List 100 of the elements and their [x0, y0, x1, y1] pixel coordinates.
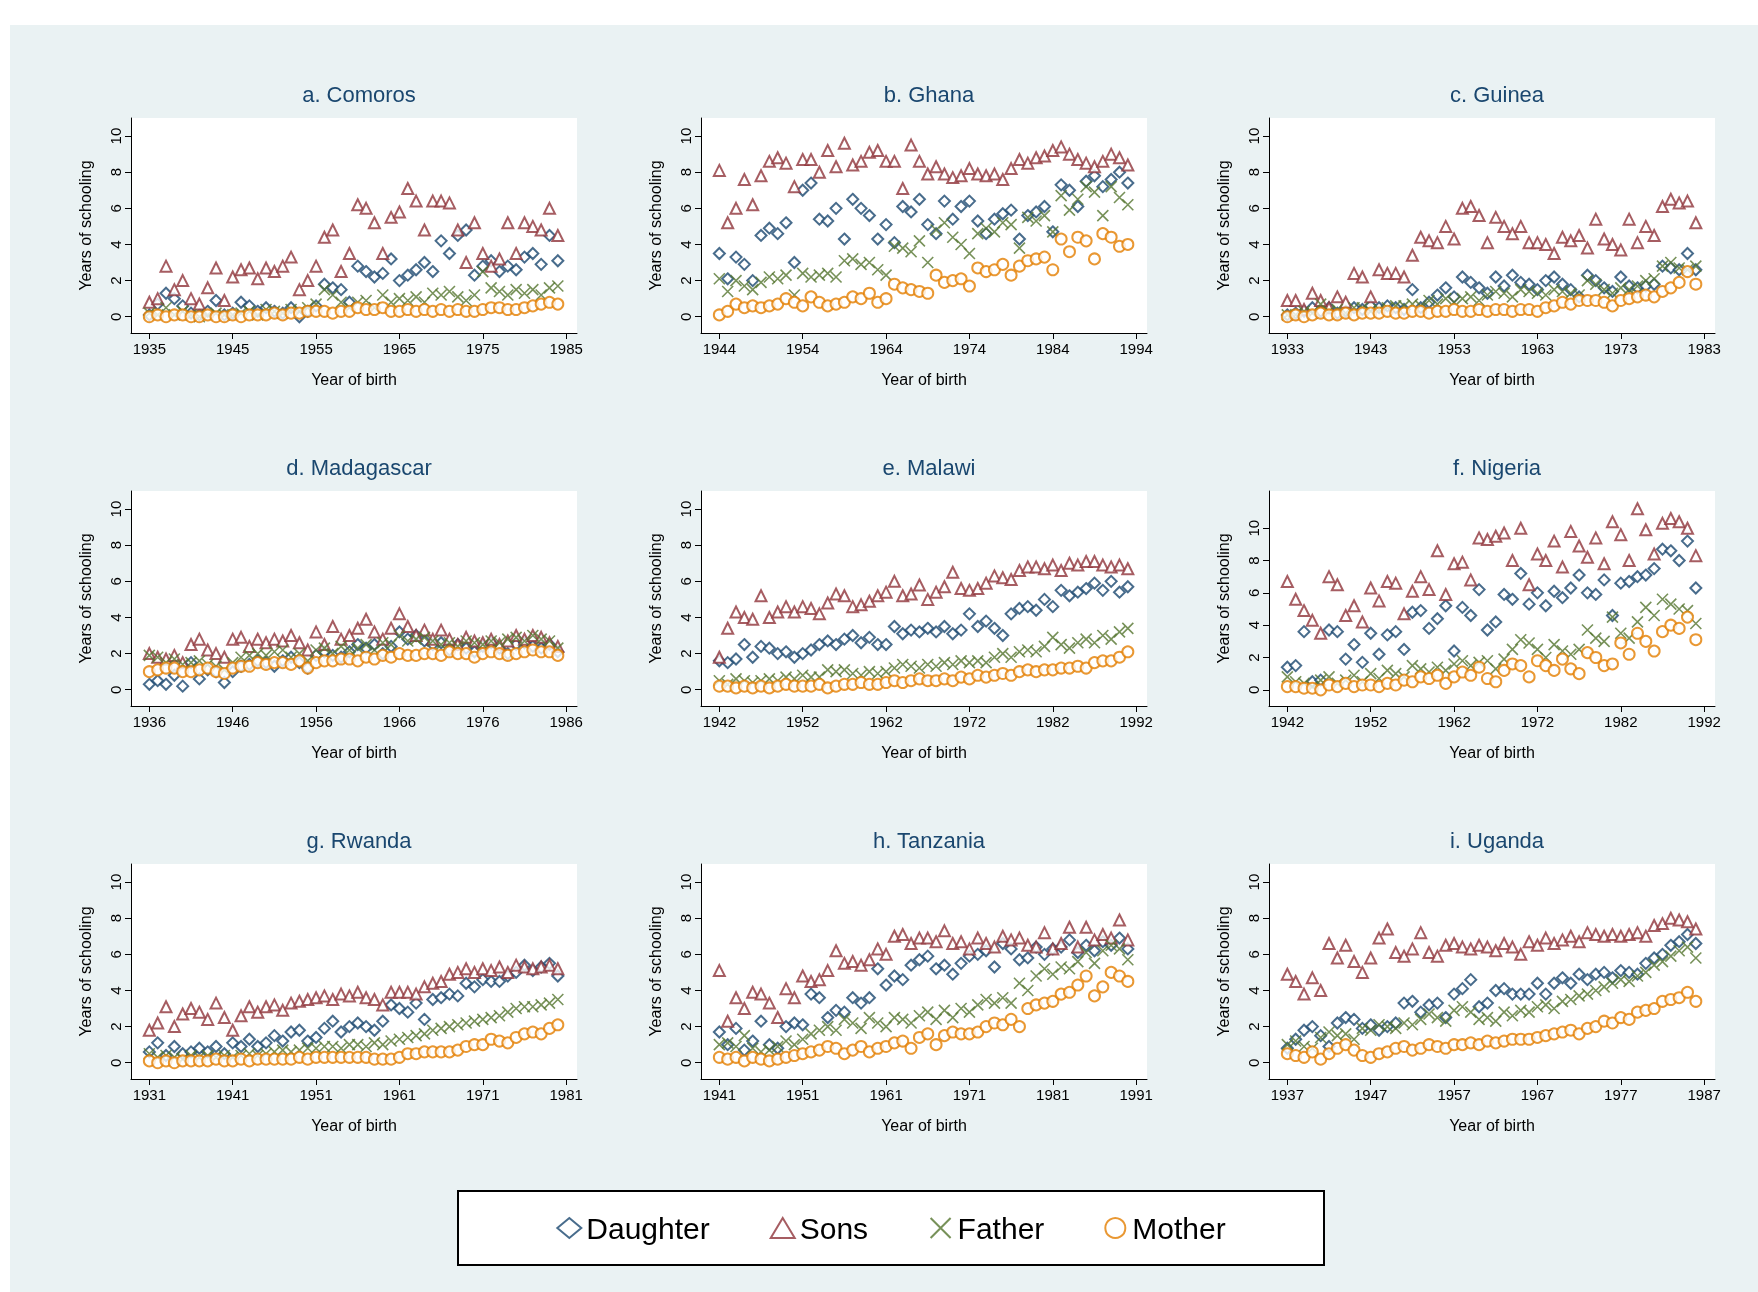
chart-title: b. Ghana [883, 81, 976, 107]
x-axis-title: Year of birth [1449, 370, 1535, 388]
y-tick-label: 2 [1245, 653, 1262, 662]
x-tick-label: 1963 [1520, 340, 1555, 357]
y-axis-title: Years of schooling [76, 160, 94, 291]
y-tick-label: 10 [107, 873, 124, 891]
y-axis-title: Years of schooling [1214, 160, 1232, 291]
y-tick-label: 8 [677, 914, 694, 923]
x-tick-label: 1994 [1119, 340, 1153, 357]
y-tick-label: 2 [1245, 276, 1262, 285]
y-tick-label: 6 [107, 577, 124, 586]
y-tick-label: 0 [107, 1058, 124, 1067]
x-tick-label: 1941 [702, 1086, 737, 1103]
y-tick-label: 6 [1245, 588, 1262, 598]
y-tick-label: 0 [677, 312, 694, 321]
x-tick-label: 1956 [299, 713, 333, 730]
x-tick-label: 1936 [132, 713, 167, 730]
x-tick-label: 1961 [382, 1086, 417, 1103]
x-tick-label: 1957 [1437, 1086, 1471, 1103]
x-tick-label: 1933 [1270, 340, 1305, 357]
x-tick-label: 1991 [1119, 1086, 1153, 1103]
y-tick-label: 10 [1245, 127, 1262, 145]
x-tick-label: 1941 [216, 1086, 250, 1103]
y-tick-label: 8 [1245, 556, 1262, 565]
x-axis-title: Year of birth [311, 1116, 397, 1134]
x-tick-label: 1984 [1036, 340, 1070, 357]
x-tick-label: 1974 [952, 340, 987, 357]
y-tick-label: 10 [107, 127, 124, 145]
y-axis-title: Years of schooling [646, 160, 664, 291]
y-axis-title: Years of schooling [76, 533, 94, 664]
y-tick-label: 4 [107, 986, 124, 995]
legend-label: Father [957, 1211, 1045, 1245]
y-axis-title: Years of schooling [1214, 533, 1232, 664]
y-tick-label: 0 [1245, 1058, 1262, 1067]
x-axis-title: Year of birth [881, 370, 967, 388]
y-tick-label: 2 [677, 1022, 694, 1031]
x-tick-label: 1962 [869, 713, 903, 730]
y-tick-label: 10 [677, 873, 694, 891]
chart-title: c. Guinea [1449, 81, 1545, 107]
y-tick-label: 4 [677, 986, 694, 995]
y-tick-label: 0 [1245, 685, 1262, 695]
x-tick-label: 1951 [299, 1086, 333, 1103]
y-tick-label: 8 [107, 541, 124, 550]
x-tick-label: 1954 [786, 340, 820, 357]
y-tick-label: 4 [107, 613, 124, 622]
y-tick-label: 8 [1245, 168, 1262, 177]
legend-label: Daughter [586, 1211, 710, 1245]
x-tick-label: 1962 [1437, 713, 1471, 730]
x-tick-label: 1966 [382, 713, 417, 730]
x-tick-label: 1944 [702, 340, 737, 357]
legend-label: Mother [1132, 1211, 1226, 1245]
x-axis-title: Year of birth [311, 370, 397, 388]
x-tick-label: 1953 [1437, 340, 1471, 357]
x-tick-label: 1992 [1687, 713, 1721, 730]
x-tick-label: 1976 [466, 713, 500, 730]
x-tick-label: 1982 [1604, 713, 1638, 730]
y-tick-label: 4 [1245, 986, 1262, 995]
x-tick-label: 1952 [1354, 713, 1388, 730]
y-tick-label: 6 [677, 577, 694, 586]
y-axis-title: Years of schooling [1214, 906, 1232, 1037]
x-tick-label: 1961 [869, 1086, 903, 1103]
y-tick-label: 4 [107, 240, 124, 249]
y-tick-label: 8 [1245, 914, 1262, 923]
y-tick-label: 2 [107, 276, 124, 285]
chart-title: f. Nigeria [1452, 454, 1542, 480]
x-tick-label: 1942 [1270, 713, 1305, 730]
x-tick-label: 1943 [1354, 340, 1388, 357]
x-axis-title: Year of birth [881, 743, 967, 761]
x-tick-label: 1971 [952, 1086, 987, 1103]
y-tick-label: 0 [1245, 312, 1262, 321]
x-tick-label: 1981 [1036, 1086, 1070, 1103]
x-tick-label: 1947 [1354, 1086, 1388, 1103]
x-axis-title: Year of birth [881, 1116, 967, 1134]
y-axis-title: Years of schooling [76, 906, 94, 1037]
y-tick-label: 0 [107, 312, 124, 321]
x-tick-label: 1952 [786, 713, 820, 730]
x-tick-label: 1983 [1687, 340, 1721, 357]
y-tick-label: 6 [1245, 950, 1262, 959]
x-tick-label: 1931 [132, 1086, 167, 1103]
y-tick-label: 4 [1245, 240, 1262, 249]
x-tick-label: 1967 [1520, 1086, 1555, 1103]
x-tick-label: 1937 [1270, 1086, 1305, 1103]
x-tick-label: 1992 [1119, 713, 1153, 730]
y-tick-label: 4 [1245, 621, 1262, 630]
y-tick-label: 2 [107, 649, 124, 658]
y-tick-label: 10 [1245, 873, 1262, 891]
y-tick-label: 6 [677, 204, 694, 213]
chart-title: i. Uganda [1449, 827, 1545, 853]
chart-title: h. Tanzania [872, 827, 986, 853]
x-tick-label: 1942 [702, 713, 737, 730]
y-tick-label: 2 [677, 649, 694, 658]
y-tick-label: 6 [1245, 204, 1262, 213]
x-tick-label: 1945 [216, 340, 250, 357]
x-tick-label: 1972 [1520, 713, 1555, 730]
x-tick-label: 1971 [466, 1086, 500, 1103]
y-tick-label: 6 [677, 950, 694, 959]
x-tick-label: 1964 [869, 340, 903, 357]
x-tick-label: 1965 [382, 340, 417, 357]
x-tick-label: 1935 [132, 340, 167, 357]
x-tick-label: 1946 [216, 713, 250, 730]
